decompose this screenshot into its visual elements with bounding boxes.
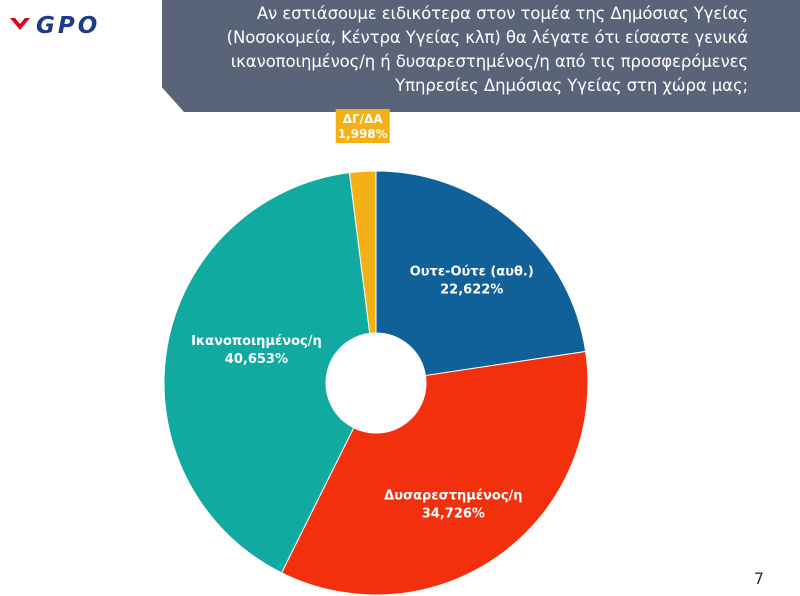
value-label: 22,622% — [440, 282, 503, 297]
category-label: Δυσαρεστημένος/η — [384, 488, 522, 503]
labels-group: Ουτε-Ούτε (αυθ.) 22,622% Δυσαρεστημένος/η 3… — [191, 109, 534, 521]
slice-ουτε-ούτε-αυθ — [375, 170, 587, 377]
category-label: Ουτε-Ούτε (αυθ.) — [410, 264, 534, 279]
gpo-logo: GPO — [10, 13, 100, 39]
slice-ικανοποιημένος-η — [163, 172, 371, 574]
category-label: ΔΓ/ΔΑ — [343, 112, 384, 126]
slice-δυσαρεστημένος-η — [280, 350, 589, 596]
callout-box — [335, 109, 390, 143]
slice-δγ-δα — [348, 170, 377, 334]
logo-mark-icon — [10, 18, 30, 30]
question-text: Αν εστιάσουμε ειδικότερα στον τομέα της … — [226, 4, 748, 95]
category-label: Ικανοποιημένος/η — [191, 334, 322, 349]
logo-text: GPO — [36, 13, 100, 39]
value-label: 1,998% — [338, 127, 388, 141]
slices-group — [163, 170, 589, 596]
value-label: 34,726% — [422, 506, 485, 521]
header-band — [162, 0, 800, 112]
value-label: 40,653% — [225, 352, 288, 367]
page-number: 7 — [753, 569, 764, 588]
